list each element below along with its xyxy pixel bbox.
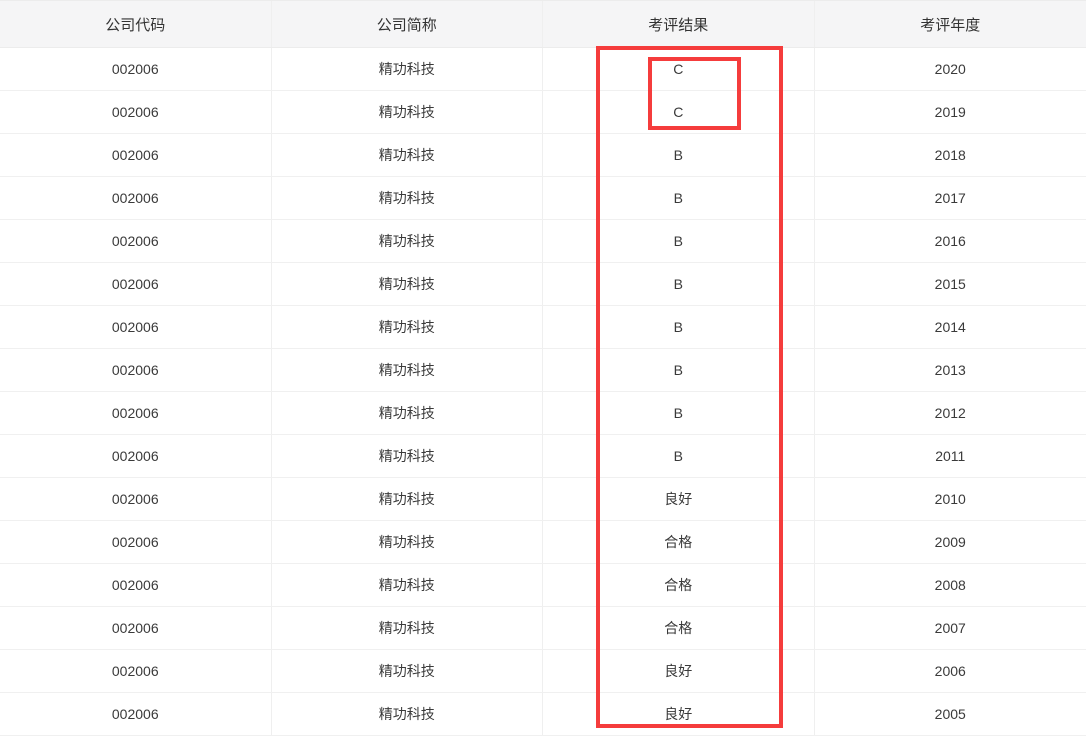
cell-result: B bbox=[543, 435, 815, 477]
cell-name: 精功科技 bbox=[272, 435, 543, 477]
table-header: 公司代码 公司简称 考评结果 考评年度 bbox=[0, 0, 1086, 48]
cell-year: 2018 bbox=[934, 147, 966, 163]
cell-result: B bbox=[543, 177, 815, 219]
cell-code: 002006 bbox=[0, 306, 272, 348]
table-row: 002006 精功科技 B 2018 bbox=[0, 134, 1086, 177]
cell-code: 002006 bbox=[0, 91, 272, 133]
cell-name: 精功科技 bbox=[272, 392, 543, 434]
column-header-company-name: 公司简称 bbox=[272, 1, 543, 47]
cell-result: 合格 bbox=[543, 521, 815, 563]
table-row: 002006 精功科技 B 2011 bbox=[0, 435, 1086, 478]
table-row: 002006 精功科技 C 2019 bbox=[0, 91, 1086, 134]
cell-name: 精功科技 bbox=[272, 650, 543, 692]
table-row: 002006 精功科技 合格 2008 bbox=[0, 564, 1086, 607]
cell-year: 2008 bbox=[934, 577, 966, 593]
table-row: 002006 精功科技 合格 2007 bbox=[0, 607, 1086, 650]
table-row: 002006 精功科技 B 2014 bbox=[0, 306, 1086, 349]
table-row: 002006 精功科技 B 2013 bbox=[0, 349, 1086, 392]
cell-code: 002006 bbox=[0, 521, 272, 563]
cell-year: 2019 bbox=[934, 104, 966, 120]
cell-code: 002006 bbox=[0, 392, 272, 434]
cell-result: B bbox=[543, 392, 815, 434]
table-row: 002006 精功科技 B 2015 bbox=[0, 263, 1086, 306]
cell-code: 002006 bbox=[0, 693, 272, 735]
cell-code: 002006 bbox=[0, 48, 272, 90]
cell-year: 2015 bbox=[934, 276, 966, 292]
cell-name: 精功科技 bbox=[272, 564, 543, 606]
cell-year: 2006 bbox=[934, 663, 966, 679]
cell-name: 精功科技 bbox=[272, 693, 543, 735]
table-row: 002006 精功科技 良好 2006 bbox=[0, 650, 1086, 693]
table-row: 002006 精功科技 B 2016 bbox=[0, 220, 1086, 263]
cell-year: 2005 bbox=[934, 706, 966, 722]
cell-code: 002006 bbox=[0, 607, 272, 649]
header-row: 公司代码 公司简称 考评结果 考评年度 bbox=[0, 0, 1086, 48]
cell-name: 精功科技 bbox=[272, 263, 543, 305]
cell-result: 良好 bbox=[543, 693, 815, 735]
cell-code: 002006 bbox=[0, 478, 272, 520]
cell-name: 精功科技 bbox=[272, 349, 543, 391]
cell-code: 002006 bbox=[0, 263, 272, 305]
cell-result: B bbox=[543, 220, 815, 262]
cell-year: 2009 bbox=[934, 534, 966, 550]
table-row: 002006 精功科技 良好 2010 bbox=[0, 478, 1086, 521]
cell-code: 002006 bbox=[0, 134, 272, 176]
cell-result: 良好 bbox=[543, 478, 815, 520]
cell-result: B bbox=[543, 306, 815, 348]
cell-code: 002006 bbox=[0, 650, 272, 692]
cell-code: 002006 bbox=[0, 349, 272, 391]
cell-name: 精功科技 bbox=[272, 91, 543, 133]
cell-year: 2016 bbox=[934, 233, 966, 249]
cell-name: 精功科技 bbox=[272, 220, 543, 262]
cell-code: 002006 bbox=[0, 177, 272, 219]
column-header-company-code: 公司代码 bbox=[0, 1, 272, 47]
cell-year: 2011 bbox=[935, 448, 966, 464]
cell-name: 精功科技 bbox=[272, 306, 543, 348]
cell-name: 精功科技 bbox=[272, 48, 543, 90]
cell-name: 精功科技 bbox=[272, 478, 543, 520]
cell-code: 002006 bbox=[0, 435, 272, 477]
cell-name: 精功科技 bbox=[272, 134, 543, 176]
cell-name: 精功科技 bbox=[272, 177, 543, 219]
cell-year: 2017 bbox=[934, 190, 966, 206]
cell-name: 精功科技 bbox=[272, 521, 543, 563]
cell-year: 2014 bbox=[934, 319, 966, 335]
table-row: 002006 精功科技 C 2020 bbox=[0, 48, 1086, 91]
cell-code: 002006 bbox=[0, 564, 272, 606]
cell-result: 合格 bbox=[543, 607, 815, 649]
cell-result: B bbox=[543, 349, 815, 391]
cell-name: 精功科技 bbox=[272, 607, 543, 649]
table-row: 002006 精功科技 良好 2005 bbox=[0, 693, 1086, 736]
cell-result: 良好 bbox=[543, 650, 815, 692]
column-header-evaluation-year: 考评年度 bbox=[920, 16, 981, 34]
cell-year: 2007 bbox=[934, 620, 966, 636]
table-body: 002006 精功科技 C 2020 002006 精功科技 C 2019 002006 精功科技… bbox=[0, 48, 1086, 736]
cell-year: 2010 bbox=[934, 491, 966, 507]
cell-year: 2020 bbox=[934, 61, 966, 77]
column-header-evaluation-result: 考评结果 bbox=[543, 1, 815, 47]
table-row: 002006 精功科技 B 2017 bbox=[0, 177, 1086, 220]
cell-result: C bbox=[543, 91, 815, 133]
cell-year: 2013 bbox=[934, 362, 966, 378]
cell-year: 2012 bbox=[934, 405, 966, 421]
cell-result: B bbox=[543, 134, 815, 176]
cell-code: 002006 bbox=[0, 220, 272, 262]
cell-result: 合格 bbox=[543, 564, 815, 606]
cell-result: C bbox=[543, 48, 815, 90]
table-row: 002006 精功科技 合格 2009 bbox=[0, 521, 1086, 564]
cell-result: B bbox=[543, 263, 815, 305]
table-row: 002006 精功科技 B 2012 bbox=[0, 392, 1086, 435]
